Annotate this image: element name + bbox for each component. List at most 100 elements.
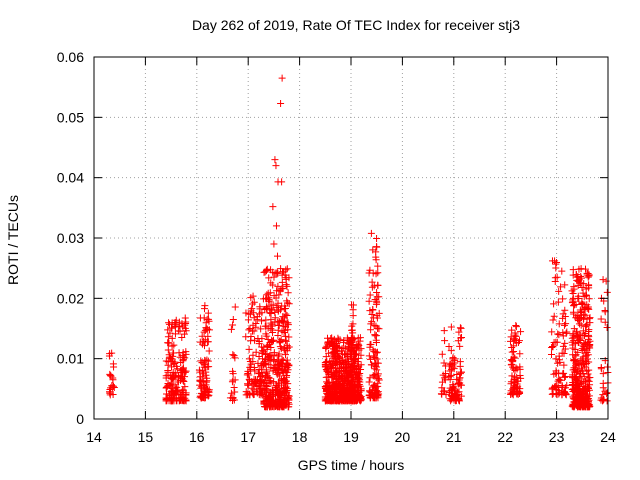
data-point [348, 369, 356, 377]
data-point [570, 381, 578, 389]
data-point [231, 388, 239, 396]
data-point [329, 389, 337, 397]
data-point [348, 336, 356, 344]
data-point [285, 300, 293, 308]
data-point [507, 380, 515, 388]
data-point [335, 343, 343, 351]
data-point [578, 395, 586, 403]
data-point [597, 396, 605, 404]
data-point [164, 358, 172, 366]
data-point [334, 360, 342, 368]
y-axis-label: ROTI / TECUs [5, 195, 21, 285]
data-point [106, 370, 114, 378]
data-point [555, 375, 563, 383]
data-point [577, 265, 585, 273]
data-point [262, 267, 270, 275]
data-point [332, 396, 340, 404]
data-point [575, 320, 583, 328]
data-point [278, 271, 286, 279]
data-point [559, 342, 567, 350]
data-point [373, 314, 381, 322]
data-point [246, 325, 254, 333]
data-point [561, 373, 569, 381]
data-point [276, 286, 284, 294]
data-point [603, 397, 611, 405]
data-point [374, 372, 382, 380]
data-point [351, 397, 359, 405]
data-point [583, 367, 591, 375]
data-point [368, 389, 376, 397]
data-point [570, 391, 578, 399]
data-point [584, 303, 592, 311]
data-point [365, 297, 373, 305]
data-point [561, 372, 569, 380]
data-point [273, 269, 281, 277]
data-point [106, 371, 114, 379]
data-point [570, 301, 578, 309]
data-point [268, 390, 276, 398]
data-point [438, 378, 446, 386]
data-point [284, 359, 292, 367]
data-point [252, 320, 260, 328]
data-point [242, 309, 250, 317]
data-point [258, 335, 266, 343]
data-point [575, 276, 583, 284]
data-point [226, 394, 234, 402]
data-point [441, 337, 449, 345]
data-point [575, 330, 583, 338]
data-point [582, 357, 590, 365]
data-point [512, 339, 520, 347]
data-point [282, 337, 290, 345]
data-point [177, 374, 185, 382]
data-point [374, 379, 382, 387]
data-point [579, 289, 587, 297]
data-point [229, 376, 237, 384]
data-point [201, 356, 209, 364]
data-point [342, 378, 350, 386]
data-point [195, 366, 203, 374]
data-point [576, 315, 584, 323]
data-point [166, 329, 174, 337]
data-point [510, 383, 518, 391]
y-tick-label: 0 [76, 411, 84, 427]
data-point [167, 357, 175, 365]
data-point [278, 278, 286, 286]
data-point [196, 338, 204, 346]
data-point [284, 289, 292, 297]
data-point [453, 388, 461, 396]
data-point [285, 333, 293, 341]
data-point [353, 379, 361, 387]
data-point [446, 367, 454, 375]
data-point [337, 395, 345, 403]
data-point [374, 262, 382, 270]
data-point [456, 362, 464, 370]
data-point [513, 380, 521, 388]
data-point [277, 375, 285, 383]
data-point [572, 271, 580, 279]
data-point [261, 268, 269, 276]
data-point [178, 393, 186, 401]
data-point [577, 321, 585, 329]
data-point [197, 394, 205, 402]
data-point [571, 340, 579, 348]
data-point [244, 370, 252, 378]
data-point [274, 364, 282, 372]
data-point [204, 309, 212, 317]
data-point [255, 310, 263, 318]
data-point [196, 373, 204, 381]
data-point [512, 332, 520, 340]
data-point [248, 384, 256, 392]
data-point [249, 380, 257, 388]
data-point [367, 392, 375, 400]
data-point [558, 383, 566, 391]
data-point [198, 378, 206, 386]
data-point [603, 288, 611, 296]
data-point [274, 399, 282, 407]
data-point [369, 306, 377, 314]
data-point [581, 304, 589, 312]
data-point [457, 381, 465, 389]
data-point [574, 295, 582, 303]
data-point [445, 362, 453, 370]
data-point [455, 380, 463, 388]
data-point [367, 229, 375, 237]
